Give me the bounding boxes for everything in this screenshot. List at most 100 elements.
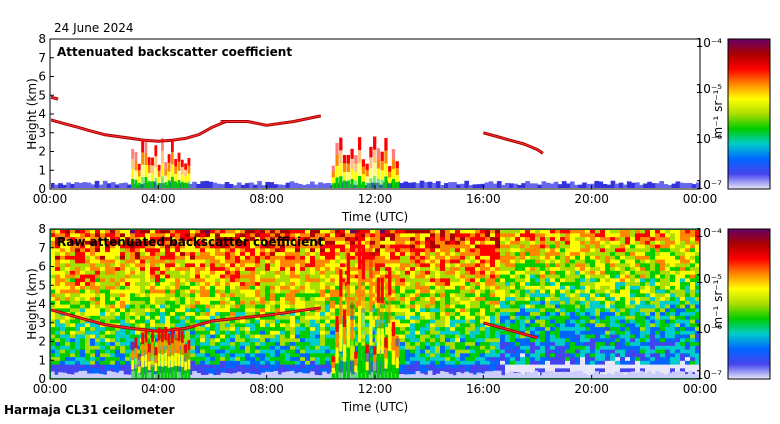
noise-cell <box>200 312 206 316</box>
noise-cell <box>105 330 111 334</box>
noise-cell <box>500 270 506 274</box>
noise-cell <box>75 255 81 259</box>
noise-cell <box>255 252 261 256</box>
noise-cell <box>405 255 411 259</box>
noise-cell <box>500 244 506 248</box>
noise-cell <box>290 360 296 364</box>
noise-cell <box>230 259 236 263</box>
noise-cell <box>435 353 441 357</box>
noise-cell <box>400 263 406 267</box>
noise-cell <box>620 282 626 286</box>
noise-cell <box>155 289 161 293</box>
noise-cell <box>210 364 216 368</box>
noise-cell <box>140 297 146 301</box>
noise-cell <box>435 248 441 252</box>
noise-cell <box>420 342 426 346</box>
noise-cell <box>595 237 601 241</box>
noise-cell <box>280 319 286 323</box>
noise-cell <box>425 267 431 271</box>
noise-cell <box>550 327 556 331</box>
noise-cell <box>230 349 236 353</box>
noise-cell <box>460 312 466 316</box>
noise-cell <box>55 345 61 349</box>
noise-cell <box>240 319 246 323</box>
noise-cell <box>545 342 551 346</box>
noise-cell <box>290 364 296 368</box>
noise-cell <box>515 349 521 353</box>
noise-cell <box>445 282 451 286</box>
noise-cell <box>580 323 586 327</box>
noise-cell <box>475 282 481 286</box>
noise-cell <box>580 357 586 361</box>
noise-cell <box>625 353 631 357</box>
noise-cell <box>480 300 486 304</box>
noise-cell <box>410 342 416 346</box>
noise-cell <box>585 304 591 308</box>
noise-cell <box>505 237 511 241</box>
noise-cell <box>220 342 226 346</box>
noise-cell <box>540 304 546 308</box>
noise-cell <box>85 342 91 346</box>
noise-cell <box>320 278 326 282</box>
noise-cell <box>270 263 276 267</box>
noise-cell <box>335 233 341 237</box>
noise-cell <box>450 289 456 293</box>
noise-cell <box>60 357 66 361</box>
noise-cell <box>195 360 201 364</box>
noise-cell <box>420 252 426 256</box>
noise-cell <box>200 315 206 319</box>
noise-cell <box>440 300 446 304</box>
noise-cell <box>215 270 221 274</box>
noise-cell <box>610 323 616 327</box>
surface-noise <box>647 182 652 189</box>
noise-cell <box>445 368 451 372</box>
precip-streak <box>135 152 138 161</box>
noise-cell <box>275 345 281 349</box>
noise-cell <box>510 312 516 316</box>
noise-cell <box>250 289 256 293</box>
noise-cell <box>190 304 196 308</box>
noise-cell <box>105 342 111 346</box>
noise-cell <box>205 330 211 334</box>
noise-cell <box>440 353 446 357</box>
noise-cell <box>265 327 271 331</box>
noise-cell <box>160 289 166 293</box>
noise-cell <box>90 360 96 364</box>
noise-cell <box>445 237 451 241</box>
noise-cell <box>275 315 281 319</box>
noise-cell <box>380 248 386 252</box>
noise-cell <box>170 289 176 293</box>
noise-cell <box>415 315 421 319</box>
noise-cell <box>190 319 196 323</box>
noise-cell <box>90 349 96 353</box>
noise-cell <box>605 285 611 289</box>
noise-cell <box>285 270 291 274</box>
noise-cell <box>610 255 616 259</box>
noise-cell <box>615 300 621 304</box>
noise-cell <box>525 263 531 267</box>
noise-cell <box>135 270 141 274</box>
noise-cell <box>500 293 506 297</box>
noise-cell <box>70 304 76 308</box>
noise-cell <box>605 293 611 297</box>
noise-cell <box>80 353 86 357</box>
precip-streak <box>384 164 387 177</box>
noise-cell <box>140 255 146 259</box>
noise-cell <box>215 263 221 267</box>
noise-cell <box>320 282 326 286</box>
noise-cell <box>565 259 571 263</box>
noise-cell <box>310 342 316 346</box>
noise-cell <box>430 323 436 327</box>
noise-cell <box>525 338 531 342</box>
noise-cell <box>320 293 326 297</box>
noise-cell <box>570 338 576 342</box>
noise-cell <box>215 353 221 357</box>
noise-cell <box>85 289 91 293</box>
noise-cell <box>320 349 326 353</box>
noise-cell <box>500 364 506 368</box>
noise-cell <box>310 297 316 301</box>
noise-cell <box>540 323 546 327</box>
noise-cell <box>225 360 231 364</box>
noise-cell <box>575 342 581 346</box>
noise-cell <box>100 338 106 342</box>
